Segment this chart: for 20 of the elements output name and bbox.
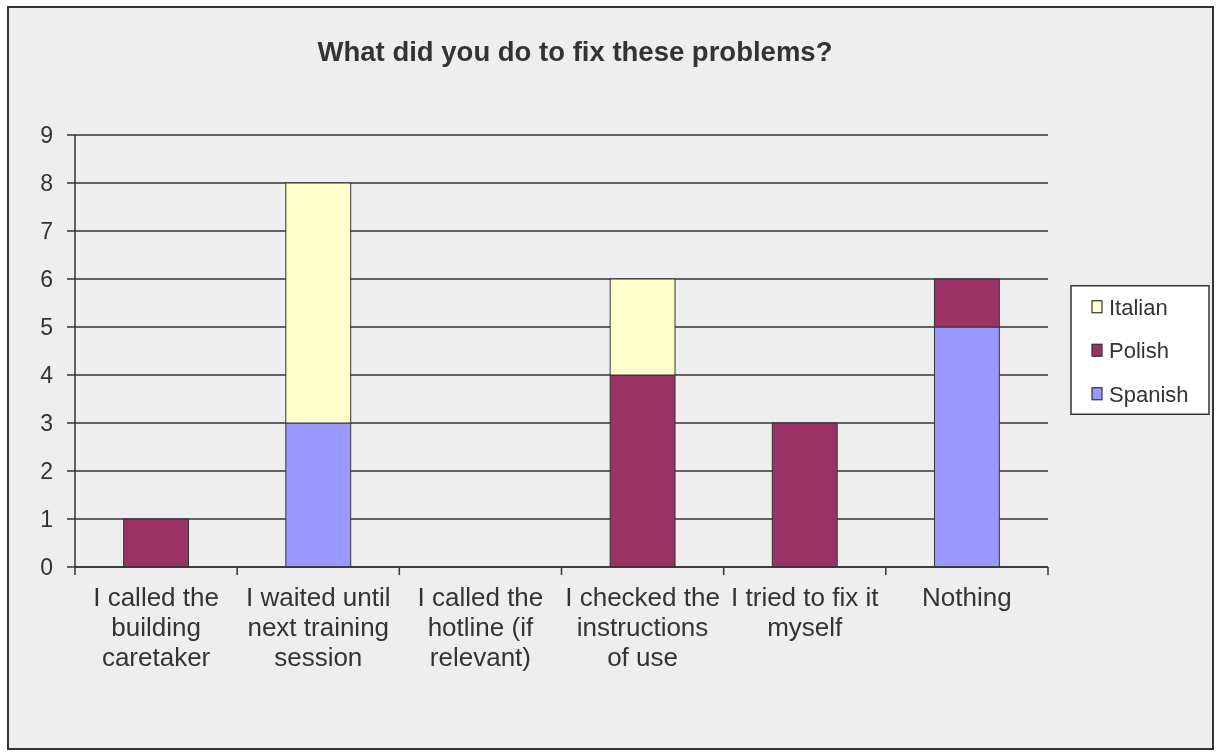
x-tick-label: Nothing	[922, 582, 1012, 612]
y-tick-label: 5	[40, 314, 53, 341]
x-tick-label: I called the building caretaker	[93, 582, 219, 672]
y-tick-label: 0	[40, 554, 53, 581]
legend-label: Spanish	[1109, 381, 1189, 407]
x-tick-label: I waited until next training session	[245, 582, 391, 672]
y-tick-label: 4	[40, 362, 54, 389]
legend-label: Italian	[1109, 294, 1168, 320]
legend-label: Polish	[1109, 338, 1169, 364]
chart-title: What did you do to fix these problems?	[317, 36, 833, 67]
y-tick-label: 6	[40, 266, 53, 293]
y-tick-label: 9	[40, 122, 53, 149]
y-tick-label: 2	[40, 458, 53, 485]
y-tick-label: 1	[40, 506, 53, 533]
x-tick-label: I tried to fix it myself	[731, 582, 880, 642]
x-tick-label: I called the hotline (if relevant)	[417, 582, 544, 672]
y-tick-label: 7	[40, 218, 53, 245]
y-tick-label: 3	[40, 410, 53, 437]
x-tick-label: I checked the instructions of use	[565, 582, 720, 672]
y-tick-label: 8	[40, 170, 53, 197]
